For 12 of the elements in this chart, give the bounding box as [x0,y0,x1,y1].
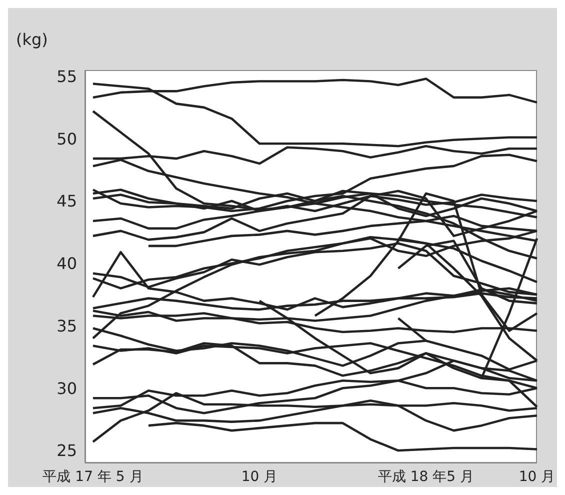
y-tick-label: 25 [56,441,77,460]
y-axis-title: (kg) [16,30,48,49]
x-tick-label: 平成 18 年5 月 [378,468,474,485]
x-tick-label: 10 月 [241,468,278,485]
y-tick-label: 30 [56,378,77,398]
x-tick-label: 平成 17 年 5 月 [42,468,144,485]
y-tick-label: 40 [56,254,77,274]
y-tick-label: 35 [56,316,77,336]
y-tick-label: 55 [56,66,77,86]
y-tick-label: 45 [56,192,77,211]
x-tick-label: 10 月 [518,468,556,485]
y-tick-label: 50 [56,129,77,148]
